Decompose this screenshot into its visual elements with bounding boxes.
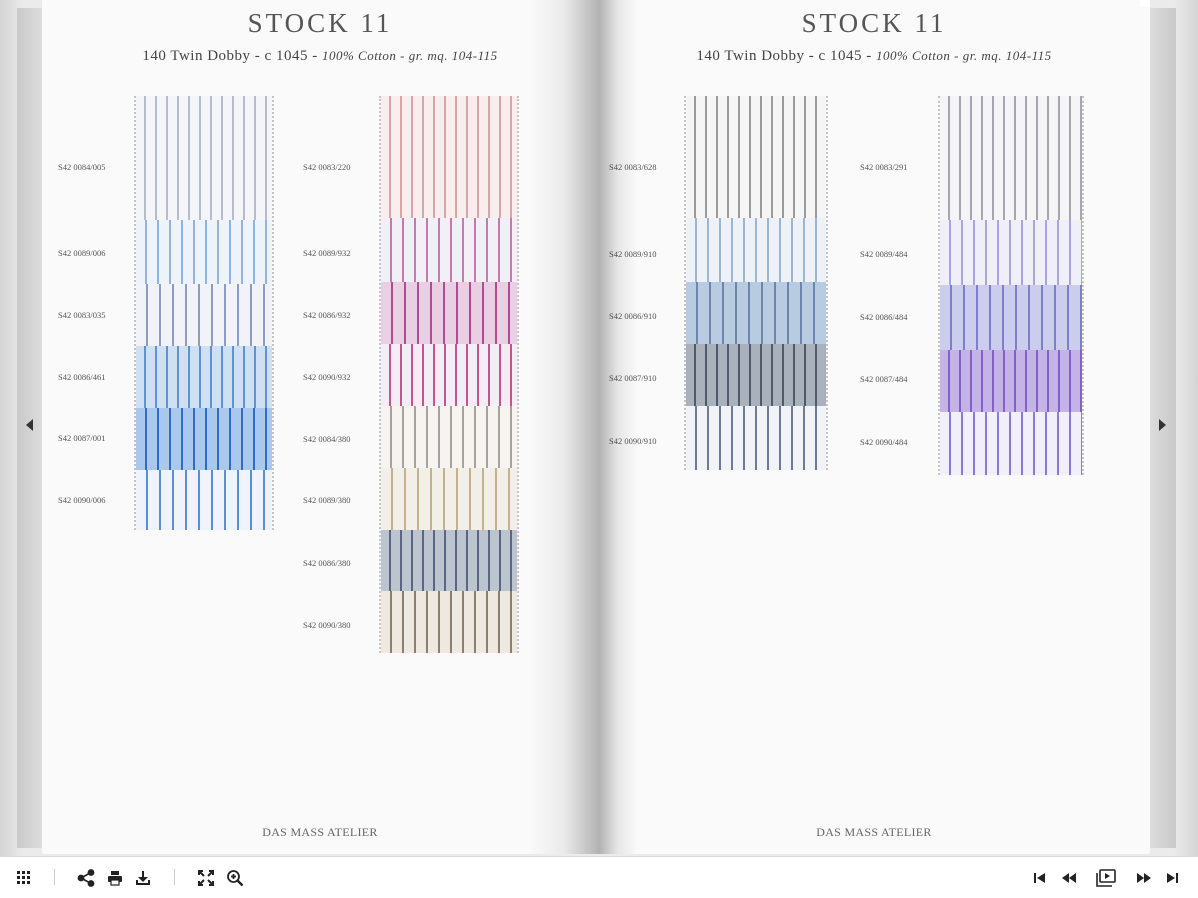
swatch-code-label: S42 0087/001 (58, 433, 106, 443)
swatch-code-label: S42 0084/380 (303, 434, 351, 444)
swatch-code-label: S42 0084/005 (58, 162, 106, 172)
fabric-swatch-strip (684, 96, 828, 470)
swatch-code-label: S42 0083/035 (58, 310, 106, 320)
fabric-swatch (686, 96, 826, 218)
swatch-code-label: S42 0086/932 (303, 310, 351, 320)
swatch-code-label: S42 0089/910 (609, 249, 657, 259)
subtitle-main: 140 Twin Dobby - c 1045 - (696, 48, 876, 64)
fabric-swatch-strip (379, 96, 519, 653)
page-footer: DAS MASS ATELIER (816, 825, 932, 839)
fabric-swatch (381, 406, 517, 468)
fabric-swatch (136, 346, 272, 408)
swatch-code-label: S42 0083/291 (860, 162, 908, 172)
page-subtitle: 140 Twin Dobby - c 1045 - 100% Cotton - … (598, 48, 1150, 65)
next-page-icon[interactable] (1133, 868, 1155, 888)
previous-page-icon[interactable] (1058, 868, 1080, 888)
fabric-swatch (381, 96, 517, 218)
swatch-code-label: S42 0090/484 (860, 437, 908, 447)
bottom-toolbar (0, 856, 1198, 898)
last-page-icon[interactable] (1161, 868, 1183, 888)
fabric-swatch (136, 284, 272, 346)
download-icon[interactable] (132, 868, 154, 888)
swatch-code-label: S42 0087/910 (609, 373, 657, 383)
swatch-code-label: S42 0090/910 (609, 436, 657, 446)
swatch-code-label: S42 0089/484 (860, 249, 908, 259)
swatch-code-label: S42 0089/932 (303, 248, 351, 258)
swatch-code-label: S42 0086/910 (609, 311, 657, 321)
fabric-swatch (136, 96, 272, 220)
fabric-swatch (686, 406, 826, 470)
fabric-swatch (136, 470, 272, 530)
page-title: STOCK 11 (801, 8, 947, 38)
slideshow-icon[interactable] (1095, 868, 1117, 888)
swatch-code-label: S42 0090/932 (303, 372, 351, 382)
caret-left-icon[interactable] (26, 419, 33, 431)
subtitle-italic: 100% Cotton - gr. mq. 104-115 (321, 48, 498, 63)
fabric-swatch (940, 285, 1082, 350)
fabric-swatch (136, 220, 272, 284)
fabric-swatch (381, 530, 517, 591)
swatch-code-label: S42 0089/006 (58, 248, 106, 258)
subtitle-main: 140 Twin Dobby - c 1045 - (142, 48, 322, 64)
swatch-code-label: S42 0086/484 (860, 312, 908, 322)
fabric-swatch (381, 344, 517, 406)
right-page[interactable]: STOCK 11 140 Twin Dobby - c 1045 - 100% … (598, 0, 1150, 854)
fabric-swatch-strip (134, 96, 274, 530)
swatch-code-label: S42 0083/628 (609, 162, 657, 172)
fullscreen-icon[interactable] (195, 868, 217, 888)
fabric-swatch (940, 412, 1082, 475)
fabric-swatch (686, 282, 826, 344)
page-gutter-shadow (528, 0, 598, 854)
print-icon[interactable] (104, 868, 126, 888)
caret-right-icon[interactable] (1159, 419, 1166, 431)
fabric-swatch (381, 218, 517, 282)
swatch-code-label: S42 0086/461 (58, 372, 106, 382)
page-footer: DAS MASS ATELIER (262, 825, 378, 839)
subtitle-italic: 100% Cotton - gr. mq. 104-115 (875, 48, 1052, 63)
page-gutter-shadow (598, 0, 638, 854)
fabric-swatch-strip (938, 96, 1084, 475)
page-title: STOCK 11 (247, 8, 393, 38)
fabric-swatch (940, 96, 1082, 220)
page-subtitle: 140 Twin Dobby - c 1045 - 100% Cotton - … (42, 48, 598, 65)
flipbook-viewer: STOCK 11 140 Twin Dobby - c 1045 - 100% … (0, 0, 1198, 856)
fabric-swatch (686, 218, 826, 282)
zoom-in-icon[interactable] (224, 868, 246, 888)
fabric-swatch (940, 220, 1082, 285)
swatch-code-label: S42 0086/380 (303, 558, 351, 568)
swatch-code-label: S42 0083/220 (303, 162, 351, 172)
fabric-swatch (381, 468, 517, 530)
swatch-code-label: S42 0087/484 (860, 374, 908, 384)
fabric-swatch (381, 591, 517, 653)
fabric-swatch (381, 282, 517, 344)
page-corner (1140, 0, 1150, 7)
fabric-swatch (136, 408, 272, 470)
left-page[interactable]: STOCK 11 140 Twin Dobby - c 1045 - 100% … (42, 0, 598, 854)
fabric-swatch (940, 350, 1082, 412)
swatch-code-label: S42 0090/006 (58, 495, 106, 505)
first-page-icon[interactable] (1029, 868, 1051, 888)
fabric-swatch (686, 344, 826, 406)
toolbar-separator (174, 869, 175, 885)
share-icon[interactable] (75, 868, 97, 888)
swatch-code-label: S42 0089/380 (303, 495, 351, 505)
swatch-code-label: S42 0090/380 (303, 620, 351, 630)
toolbar-separator (54, 869, 55, 885)
thumbnails-icon[interactable] (13, 868, 35, 888)
